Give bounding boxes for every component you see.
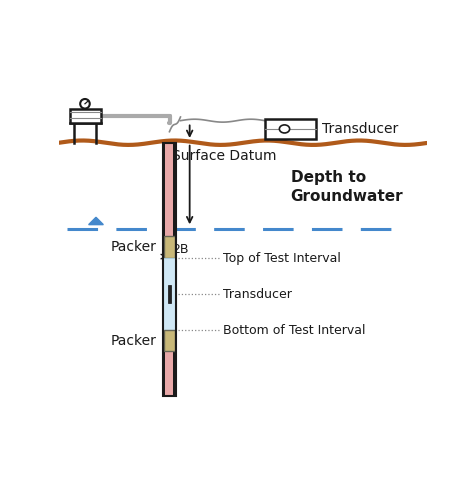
Text: Transducer: Transducer [322,122,398,136]
Text: Surface Datum: Surface Datum [173,149,277,163]
Circle shape [80,99,90,109]
Bar [165,143,173,396]
Polygon shape [89,217,103,225]
Text: 2B: 2B [172,243,188,256]
Bar [265,119,317,139]
Bar [163,143,176,396]
Bar [70,109,101,123]
Text: Depth to: Depth to [291,171,366,185]
Bar [164,330,175,352]
Bar [164,236,175,259]
Text: Top of Test Interval: Top of Test Interval [223,252,341,265]
Text: Transducer: Transducer [223,288,292,301]
Text: Bottom of Test Interval: Bottom of Test Interval [223,323,365,337]
Bar [168,285,171,303]
Text: Packer: Packer [110,334,156,348]
Bar [163,143,176,396]
Text: Packer: Packer [110,240,156,254]
Text: Groundwater: Groundwater [291,189,403,205]
Ellipse shape [279,125,290,133]
Bar [163,259,176,330]
